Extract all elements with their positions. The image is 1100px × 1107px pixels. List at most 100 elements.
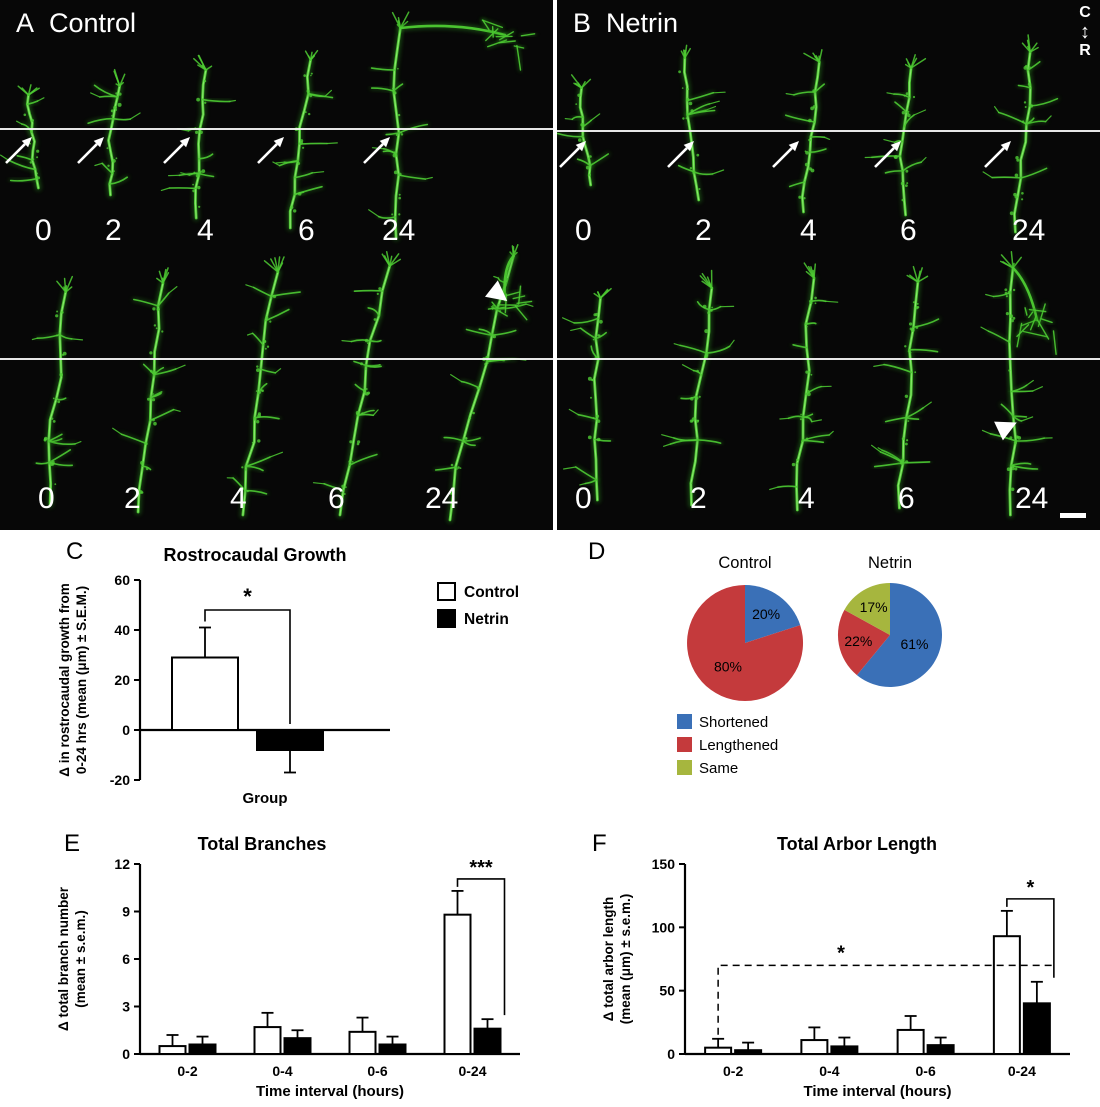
rostral-label: R	[1079, 42, 1091, 60]
svg-text:Rostrocaudal Growth: Rostrocaudal Growth	[163, 545, 346, 565]
bar	[830, 1045, 859, 1055]
pie-slice	[687, 585, 804, 701]
svg-text:(mean ± s.e.m.): (mean ± s.e.m.)	[73, 910, 88, 1007]
svg-text:Time interval (hours): Time interval (hours)	[256, 1083, 404, 1100]
neuron-image	[368, 11, 537, 241]
bar	[800, 1039, 829, 1055]
svg-text:Lengthened: Lengthened	[699, 737, 778, 754]
neuron-image	[784, 49, 831, 215]
netrin-neuron-images	[557, 34, 1060, 518]
time-label: 2	[690, 482, 707, 515]
bar	[253, 1026, 282, 1055]
svg-text:0-24: 0-24	[458, 1063, 486, 1079]
pie-slice	[837, 609, 890, 676]
scale-bar	[1060, 513, 1086, 518]
arrow-icon	[5, 137, 32, 164]
panel-a-condition: Control	[49, 8, 137, 38]
panel-b-condition: Netrin	[606, 8, 679, 38]
svg-text:*: *	[243, 584, 252, 609]
arrow-icon	[984, 141, 1011, 168]
panel-a-control-micrographs: A Control 0 2 4 6 24 0 2 4 6 24	[0, 0, 553, 530]
panel-a-title: A Control	[16, 8, 136, 39]
neuron-image	[980, 251, 1058, 518]
neuron-image	[676, 44, 726, 203]
panel-a-letter: A	[16, 8, 35, 38]
svg-text:0-4: 0-4	[819, 1063, 839, 1079]
svg-text:20%: 20%	[752, 606, 780, 622]
bar	[896, 1028, 925, 1055]
bar	[926, 1044, 955, 1055]
svg-text:Control: Control	[718, 554, 771, 572]
time-label: 24	[1015, 482, 1049, 515]
bar	[188, 1043, 217, 1055]
time-label: 24	[425, 482, 459, 515]
svg-text:Control: Control	[464, 584, 519, 601]
neuron-image	[982, 34, 1060, 235]
bar	[992, 935, 1021, 1055]
length-change-pie-charts: Control 20% 80% Netrin 61% 22% 17% Shortened Len…	[580, 535, 1030, 810]
bar	[348, 1030, 377, 1055]
svg-text:22%: 22%	[844, 633, 872, 649]
rostrocaudal-growth-bar-chart: Rostrocaudal Growth 60 40 20 0 -20 Group Δ in r…	[55, 535, 535, 825]
bar	[171, 656, 239, 731]
bar	[704, 1046, 733, 1056]
arrow-icon	[363, 137, 390, 164]
reference-line	[0, 128, 553, 130]
time-label: 6	[898, 482, 915, 515]
neuron-image	[112, 267, 186, 515]
svg-text:0-24 hrs (mean (μm) ± S.E.M.): 0-24 hrs (mean (μm) ± S.E.M.)	[74, 586, 89, 774]
svg-text:*: *	[1026, 877, 1034, 899]
svg-text:Group: Group	[243, 790, 288, 807]
time-label: 0	[575, 214, 592, 247]
total-arbor-length-bar-chart: Total Arbor Length 0 50 100 150 0-2 0-4 0-6 0-24…	[595, 826, 1100, 1107]
svg-text:Netrin: Netrin	[868, 554, 912, 572]
neuron-image	[31, 275, 84, 508]
panel-e-letter: E	[64, 830, 81, 857]
time-label: 6	[900, 214, 917, 247]
neuron-image	[562, 287, 613, 503]
reference-line	[0, 358, 553, 360]
svg-text:6: 6	[122, 951, 130, 967]
svg-text:50: 50	[659, 983, 675, 999]
bar	[283, 1037, 312, 1056]
neuron-image	[769, 262, 839, 513]
neuron-image	[661, 269, 735, 508]
arrowhead-icon	[994, 421, 1017, 441]
bar	[443, 913, 472, 1055]
arrow-icon	[559, 141, 586, 168]
svg-text:12: 12	[114, 856, 130, 872]
svg-text:Total Arbor Length: Total Arbor Length	[777, 834, 937, 854]
svg-text:Δ total branch number: Δ total branch number	[56, 886, 71, 1031]
neuron-image	[0, 84, 45, 191]
pie-slice	[844, 583, 890, 635]
arrow-icon	[874, 141, 901, 168]
updown-arrow-icon: ↕	[1080, 21, 1090, 44]
pie-slice	[745, 585, 801, 643]
svg-text:Δ total arbor length: Δ total arbor length	[601, 897, 616, 1021]
svg-text:0: 0	[122, 722, 130, 738]
bar	[256, 729, 324, 751]
total-branches-bar-chart: Total Branches 0 3 6 9 12 0-2 0-4 0-6 0-24 Time in…	[50, 826, 555, 1107]
time-label: 0	[38, 482, 55, 515]
arrow-icon	[257, 137, 284, 164]
arrow-icon	[667, 141, 694, 168]
time-label: 4	[798, 482, 815, 515]
bar	[1022, 1002, 1051, 1055]
arrow-icon	[163, 137, 190, 164]
time-label: 0	[575, 482, 592, 515]
reference-line	[557, 358, 1100, 360]
bar	[158, 1045, 187, 1055]
time-label: 4	[230, 482, 247, 515]
svg-text:0-6: 0-6	[367, 1063, 387, 1079]
svg-text:Total Branches: Total Branches	[198, 834, 327, 854]
arrow-icon	[772, 141, 799, 168]
neuron-image	[871, 265, 941, 511]
svg-text:(mean (μm) ± s.e.m.): (mean (μm) ± s.e.m.)	[618, 894, 633, 1024]
time-label: 24	[1012, 214, 1046, 247]
time-label: 2	[695, 214, 712, 247]
panel-c-letter: C	[66, 538, 84, 565]
svg-text:100: 100	[652, 919, 676, 935]
time-label: 24	[382, 214, 416, 247]
svg-text:Shortened: Shortened	[699, 714, 768, 731]
